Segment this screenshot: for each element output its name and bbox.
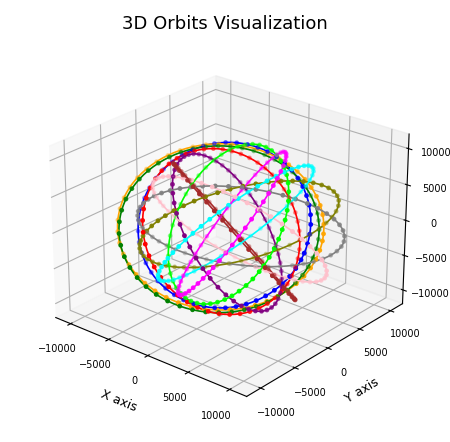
Title: 3D Orbits Visualization: 3D Orbits Visualization (122, 15, 328, 33)
Y-axis label: Y axis: Y axis (343, 375, 381, 405)
X-axis label: X axis: X axis (99, 388, 139, 414)
